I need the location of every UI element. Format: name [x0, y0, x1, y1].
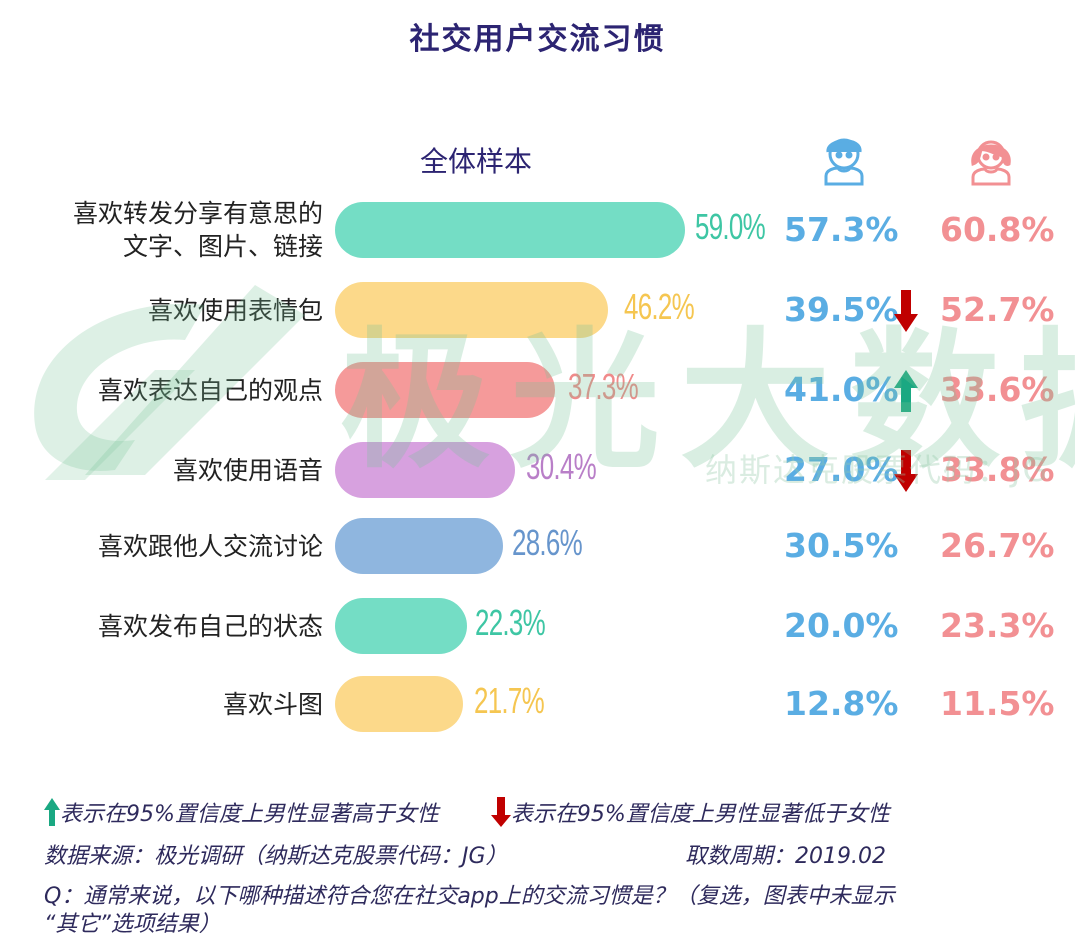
bar [335, 676, 463, 732]
male-value: 57.3% [784, 210, 899, 249]
legend-down-text: 表示在95%置信度上男性显著低于女性 [510, 802, 890, 827]
chart-row: 喜欢转发分享有意思的 文字、图片、链接 59.0% 57.3% 60.8% [0, 199, 1075, 261]
data-period: 取数周期：2019.02 [685, 844, 886, 869]
row-label: 喜欢使用语音 [172, 455, 323, 485]
legend-up-text: 表示在95%置信度上男性显著高于女性 [60, 802, 439, 827]
chart-row: 喜欢发布自己的状态 22.3% 20.0% 23.3% [0, 596, 1075, 656]
row-label: 喜欢斗图 [222, 689, 323, 719]
chart-row: 喜欢表达自己的观点 37.3% 41.0% 33.6% [0, 360, 1075, 420]
up-arrow-icon [894, 370, 918, 416]
bar [335, 518, 503, 574]
female-value: 11.5% [940, 684, 1055, 723]
bar-value: 30.4% [526, 446, 597, 487]
row-label: 喜欢发布自己的状态 [97, 611, 323, 641]
female-value: 33.8% [940, 450, 1055, 489]
bar-value: 37.3% [568, 366, 639, 407]
male-value: 41.0% [784, 370, 899, 409]
row-label: 喜欢使用表情包 [147, 295, 323, 325]
chart-row: 喜欢使用表情包 46.2% 39.5% 52.7% [0, 280, 1075, 340]
female-value: 23.3% [940, 606, 1055, 645]
question-line-2: “其它”选项结果） [44, 912, 221, 937]
male-value: 27.0% [784, 450, 899, 489]
bar [335, 282, 608, 338]
bar-value: 59.0% [695, 206, 766, 247]
female-value: 26.7% [940, 526, 1055, 565]
bar [335, 202, 685, 258]
row-label: 喜欢表达自己的观点 [97, 375, 323, 405]
down-arrow-icon [894, 450, 918, 496]
bar-value: 28.6% [512, 522, 583, 563]
bar [335, 598, 467, 654]
chart-title: 社交用户交流习惯 [409, 22, 666, 57]
bar-value: 21.7% [474, 680, 545, 721]
chart-row: 喜欢斗图 21.7% 12.8% 11.5% [0, 674, 1075, 734]
down-arrow-icon [894, 290, 918, 336]
female-value: 60.8% [940, 210, 1055, 249]
chart-row: 喜欢跟他人交流讨论 28.6% 30.5% 26.7% [0, 516, 1075, 576]
up-arrow-icon [44, 798, 60, 832]
row-label: 喜欢跟他人交流讨论 [97, 531, 323, 561]
female-value: 52.7% [940, 290, 1055, 329]
girl-icon [965, 130, 1017, 190]
boy-icon [818, 130, 870, 190]
bar-value: 46.2% [624, 286, 695, 327]
chart-row: 喜欢使用语音 30.4% 27.0% 33.8% [0, 440, 1075, 500]
bar [335, 442, 515, 498]
male-value: 20.0% [784, 606, 899, 645]
legend-line: 表示在95%置信度上男性显著高于女性 表示在95%置信度上男性显著低于女性 [44, 796, 890, 833]
data-source: 数据来源：极光调研（纳斯达克股票代码：JG） [44, 844, 508, 869]
bar [335, 362, 555, 418]
female-value: 33.6% [940, 370, 1055, 409]
down-arrow-icon [490, 797, 511, 833]
male-value: 30.5% [784, 526, 899, 565]
row-label: 喜欢转发分享有意思的 文字、图片、链接 [72, 199, 323, 261]
bar-value: 22.3% [475, 602, 546, 643]
male-value: 39.5% [784, 290, 899, 329]
question-line-1: Q：通常来说，以下哪种描述符合您在社交app上的交流习惯是？（复选，图表中未显示 [44, 884, 895, 909]
male-value: 12.8% [784, 684, 899, 723]
column-header-total: 全体样本 [420, 145, 533, 178]
